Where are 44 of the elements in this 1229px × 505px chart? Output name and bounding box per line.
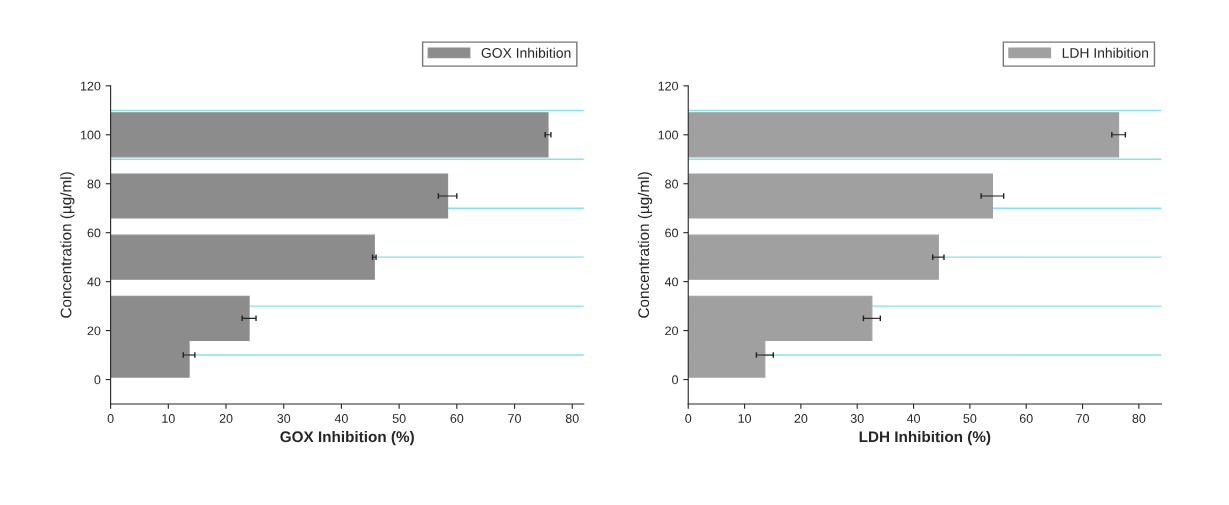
bar — [110, 234, 375, 280]
y-tick-label: 0 — [672, 375, 679, 385]
y-tick-label: 60 — [87, 228, 101, 238]
x-tick-label: 60 — [450, 414, 464, 423]
y-tick-label: 100 — [80, 130, 101, 140]
x-tick-label: 30 — [850, 414, 864, 423]
x-tick-label: 40 — [334, 414, 348, 423]
y-tick-label: 20 — [665, 326, 679, 336]
x-tick-label: 50 — [963, 414, 977, 423]
y-tick-label: 40 — [87, 277, 101, 287]
x-tick-label: 0 — [685, 414, 692, 423]
bar — [110, 112, 549, 158]
y-tick-label: 0 — [94, 375, 101, 385]
x-tick-label: 20 — [794, 414, 808, 423]
y-axis-title: Concentration (µg/ml) — [637, 172, 653, 318]
y-tick-label: 120 — [658, 81, 679, 91]
y-tick-label: 80 — [665, 179, 679, 189]
x-axis-title: GOX Inhibition (%) — [280, 430, 414, 446]
x-tick-label: 60 — [1019, 414, 1033, 423]
x-tick-label: 30 — [277, 414, 291, 423]
x-tick-label: 50 — [392, 414, 406, 423]
legend-label: GOX Inhibition — [481, 47, 571, 58]
y-tick-label: 120 — [80, 81, 101, 91]
bar — [688, 173, 993, 219]
x-tick-label: 70 — [1076, 414, 1090, 423]
x-tick-label: 20 — [219, 414, 233, 423]
y-tick-label: 100 — [658, 130, 679, 140]
x-tick-label: 80 — [1132, 414, 1146, 423]
x-tick-label: 80 — [565, 414, 579, 423]
y-axis-title: Concentration (µg/ml) — [60, 172, 75, 318]
x-tick-label: 40 — [906, 414, 921, 423]
y-tick-label: 80 — [87, 179, 101, 189]
x-tick-label: 0 — [107, 414, 114, 423]
y-tick-label: 60 — [665, 228, 679, 238]
x-tick-label: 10 — [738, 414, 752, 423]
x-axis-title: LDH Inhibition (%) — [859, 430, 991, 446]
x-tick-label: 70 — [508, 414, 521, 423]
bar — [688, 234, 939, 280]
legend-label: LDH Inhibition — [1062, 47, 1149, 58]
x-tick-label: 10 — [162, 414, 175, 423]
bar — [110, 173, 449, 219]
y-tick-label: 40 — [664, 277, 679, 287]
y-tick-label: 20 — [87, 326, 101, 336]
bar — [688, 112, 1120, 158]
